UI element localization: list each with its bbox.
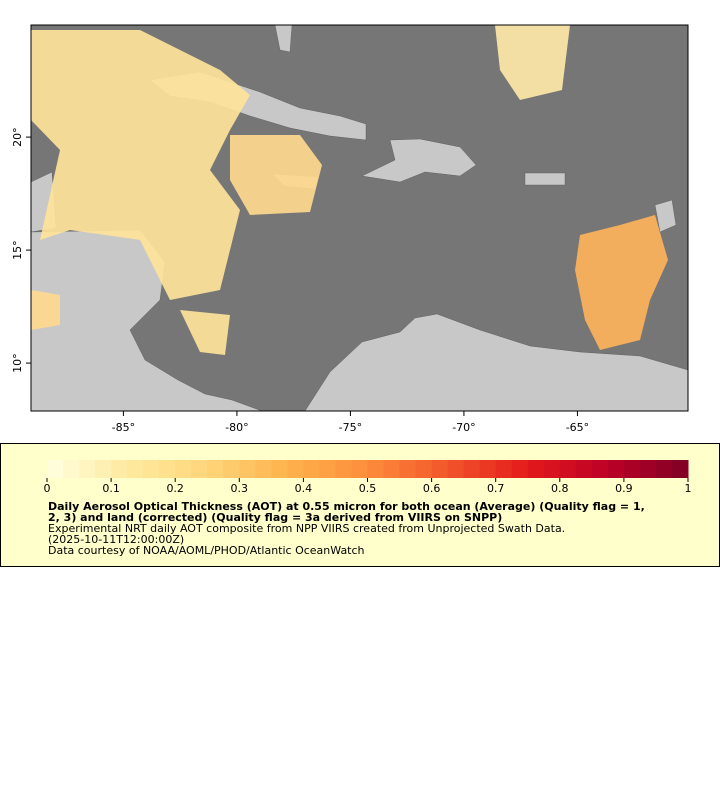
colorbar-step (367, 460, 385, 478)
colorbar-step (79, 460, 96, 478)
colorbar-step (351, 460, 368, 478)
x-tick-label: -65° (566, 421, 589, 434)
colorbar-step (607, 460, 625, 478)
colorbar-step (239, 460, 256, 478)
x-tick-label: -75° (339, 421, 362, 434)
colorbar-step (127, 460, 144, 478)
colorbar-tick-label: 1 (685, 482, 692, 495)
colorbar-step (655, 460, 673, 478)
colorbar-tick-label: 0.2 (166, 482, 184, 495)
colorbar-step (47, 460, 64, 478)
legend-title-line: 2, 3) and land (corrected) (Quality flag… (48, 511, 502, 524)
y-tick-label: 10° (11, 353, 24, 373)
colorbar-tick-label: 0.5 (359, 482, 377, 495)
colorbar-step (143, 460, 160, 478)
colorbar-tick-label: 0.8 (551, 482, 569, 495)
legend-line: Data courtesy of NOAA/AOML/PHOD/Atlantic… (48, 544, 365, 557)
colorbar-step (95, 460, 112, 478)
colorbar-step (399, 460, 417, 478)
colorbar-tick-label: 0.7 (487, 482, 505, 495)
colorbar-step (639, 460, 657, 478)
aerosol-field (31, 25, 668, 355)
colorbar-step (415, 460, 433, 478)
colorbar-step (671, 460, 689, 478)
legend-title: Daily Aerosol Optical Thickness (AOT) at… (48, 500, 645, 557)
colorbar-step (111, 460, 128, 478)
x-tick-label: -80° (225, 421, 248, 434)
colorbar-step (543, 460, 561, 478)
colorbar-step (559, 460, 577, 478)
colorbar-step (159, 460, 176, 478)
colorbar-step (431, 460, 449, 478)
colorbar-step (495, 460, 513, 478)
colorbar-step (303, 460, 320, 478)
x-tick-label: -70° (452, 421, 475, 434)
colorbar-step (191, 460, 208, 478)
colorbar-tick-label: 0.9 (615, 482, 633, 495)
colorbar-step (271, 460, 288, 478)
colorbar-step (335, 460, 352, 478)
colorbar-step (463, 460, 481, 478)
colorbar-tick-label: 0.1 (102, 482, 120, 495)
colorbar-step (527, 460, 545, 478)
colorbar-tick-label: 0.6 (423, 482, 441, 495)
legend-title-line: Daily Aerosol Optical Thickness (AOT) at… (48, 500, 645, 513)
colorbar-tick-label: 0.3 (231, 482, 249, 495)
colorbar-step (623, 460, 641, 478)
colorbar-step (447, 460, 465, 478)
legend-line: Experimental NRT daily AOT composite fro… (48, 522, 565, 535)
colorbar-step (479, 460, 497, 478)
y-tick-label: 15° (11, 240, 24, 260)
colorbar-step (383, 460, 401, 478)
x-tick-label: -85° (112, 421, 135, 434)
colorbar-tick-label: 0 (44, 482, 51, 495)
y-tick-label: 20° (11, 127, 24, 147)
colorbar-tick-label: 0.4 (295, 482, 313, 495)
colorbar-step (63, 460, 80, 478)
colorbar-step (207, 460, 224, 478)
colorbar-step (591, 460, 609, 478)
colorbar-step (175, 460, 192, 478)
colorbar-step (319, 460, 336, 478)
map-frame (30, 24, 689, 412)
colorbar-step (223, 460, 240, 478)
colorbar-step (575, 460, 593, 478)
legend-line: (2025-10-11T12:00:00Z) (48, 533, 184, 546)
colorbar-step (287, 460, 304, 478)
colorbar-step (511, 460, 529, 478)
colorbar-step (255, 460, 272, 478)
